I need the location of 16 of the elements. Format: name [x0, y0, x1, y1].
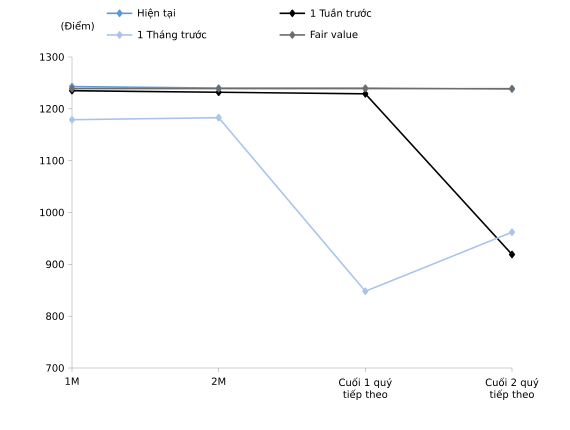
legend-label: 1 Tuần trước — [310, 8, 372, 17]
y-tick-label: 1000 — [40, 208, 64, 216]
legend-label: Fair value — [310, 30, 358, 38]
legend-label: Hiện tại — [138, 8, 175, 18]
legend-label: 1 Tháng trước — [138, 30, 206, 40]
y-tick-label: 1200 — [40, 105, 64, 113]
y-tick-label: 1300 — [40, 53, 64, 61]
y-tick-label: 900 — [46, 260, 64, 268]
y-tick-label: 800 — [46, 312, 64, 320]
y-axis-title: (Điểm) — [61, 20, 94, 31]
x-tick-label: 2M — [212, 378, 226, 385]
x-tick-label: Cuối 2 quý tiếp theo — [486, 378, 539, 400]
x-tick-label: Cuối 1 quý tiếp theo — [339, 378, 392, 400]
x-tick-label: 1M — [66, 378, 78, 385]
y-tick-label: 1100 — [40, 156, 64, 164]
y-tick-label: 700 — [46, 364, 64, 372]
